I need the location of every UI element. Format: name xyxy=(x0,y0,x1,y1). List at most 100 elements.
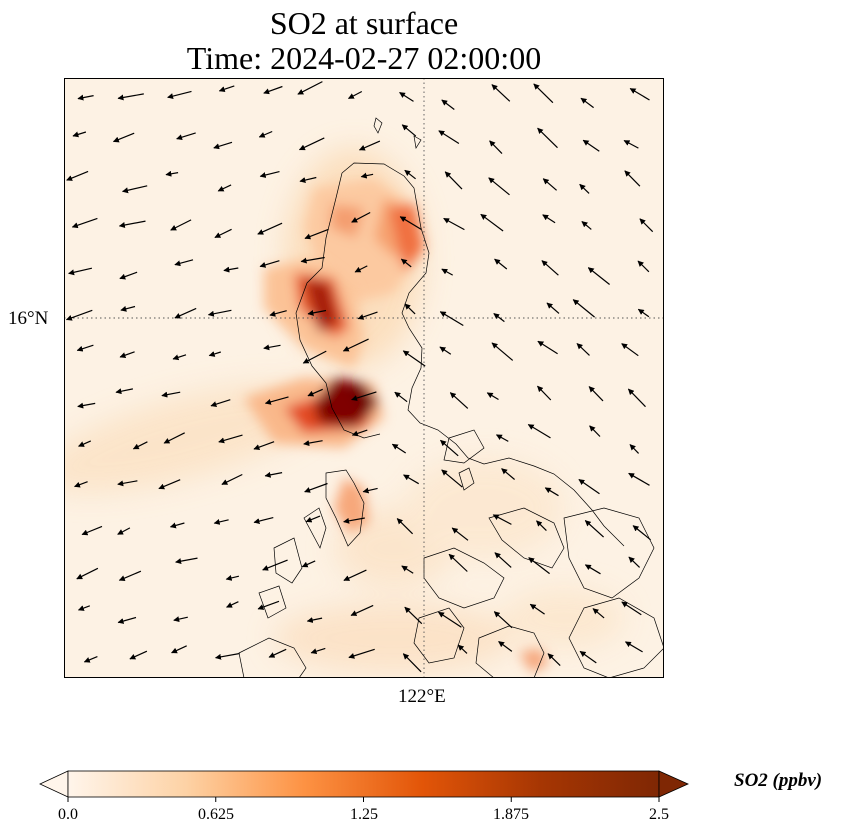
wind-arrow xyxy=(119,351,135,359)
gridlines xyxy=(64,78,664,678)
wind-arrow xyxy=(259,171,280,178)
wind-arrow xyxy=(544,487,559,497)
wind-arrow xyxy=(360,172,374,179)
wind-arrow xyxy=(536,520,547,532)
wind-arrow xyxy=(639,218,654,233)
map-border xyxy=(64,78,664,678)
wind-arrow xyxy=(225,575,240,581)
wind-arrow xyxy=(441,469,463,488)
wind-arrow xyxy=(215,652,240,660)
wind-arrow xyxy=(218,434,243,444)
wind-arrow xyxy=(493,313,505,323)
wind-arrow xyxy=(547,653,561,667)
wind-arrow xyxy=(77,605,91,611)
wind-arrow xyxy=(221,473,243,485)
wind-arrow xyxy=(489,140,503,155)
wind-arrow xyxy=(262,559,288,571)
wind-arrow xyxy=(132,441,148,450)
wind-arrow xyxy=(218,85,235,93)
wind-arrow xyxy=(401,124,417,137)
wind-arrow xyxy=(171,645,187,654)
wind-arrow xyxy=(307,309,327,316)
wind-arrow xyxy=(303,440,323,447)
wind-arrow xyxy=(76,567,99,580)
wind-arrow xyxy=(623,139,639,149)
wind-arrow xyxy=(74,481,88,488)
wind-arrow xyxy=(632,525,651,541)
wind-arrow xyxy=(441,99,455,110)
wind-arrow xyxy=(351,429,368,437)
wind-arrow xyxy=(120,305,136,312)
wind-arrow xyxy=(117,480,138,487)
wind-arrow xyxy=(167,90,192,99)
wind-arrow xyxy=(579,650,597,664)
wind-arrow xyxy=(119,271,138,280)
wind-arrow xyxy=(307,388,323,397)
wind-arrow xyxy=(621,601,642,616)
wind-arrow xyxy=(529,603,545,615)
wind-arrow xyxy=(301,560,316,568)
wind-arrow xyxy=(226,601,239,608)
wind-arrow xyxy=(584,564,601,575)
wind-arrow xyxy=(404,169,416,180)
wind-arrow xyxy=(624,641,643,653)
wind-vectors xyxy=(65,81,654,673)
wind-arrow xyxy=(65,309,93,321)
wind-arrow xyxy=(161,391,181,398)
wind-arrow xyxy=(403,474,420,485)
wind-arrow xyxy=(348,648,375,659)
wind-arrow xyxy=(129,650,148,660)
colorbar xyxy=(39,770,689,802)
wind-arrow xyxy=(457,644,468,654)
wind-arrow xyxy=(488,177,510,196)
wind-arrow xyxy=(443,217,465,231)
wind-arrow xyxy=(347,90,363,100)
wind-arrow xyxy=(579,183,590,194)
wind-arrow xyxy=(306,617,323,623)
wind-arrow xyxy=(217,184,232,192)
wind-arrow xyxy=(541,260,559,276)
wind-arrow xyxy=(350,604,374,616)
wind-arrow xyxy=(76,344,94,352)
wind-arrow xyxy=(304,228,329,240)
wind-arrow xyxy=(175,557,198,565)
wind-arrow xyxy=(578,479,600,495)
wind-arrow xyxy=(269,310,287,317)
colorbar-tick-label: 2.5 xyxy=(649,806,669,823)
wind-arrow xyxy=(628,556,641,568)
wind-arrow xyxy=(342,338,369,352)
wind-arrow xyxy=(118,220,146,228)
wind-arrow xyxy=(263,85,283,95)
wind-arrow xyxy=(627,388,646,408)
so2-plume-north xyxy=(304,178,424,303)
wind-arrow xyxy=(343,569,367,581)
wind-arrow xyxy=(257,600,280,610)
wind-arrow xyxy=(480,213,504,232)
wind-arrow xyxy=(354,265,368,273)
colorbar-tick-label: 0.625 xyxy=(198,806,234,823)
wind-arrow xyxy=(624,170,641,187)
wind-arrow xyxy=(533,83,554,104)
wind-arrow xyxy=(264,396,289,405)
wind-arrow xyxy=(491,342,514,361)
wind-arrow xyxy=(449,392,469,409)
wind-arrow xyxy=(629,444,640,454)
wind-arrow xyxy=(158,479,181,490)
wind-arrow xyxy=(258,130,273,138)
wind-arrow xyxy=(588,386,604,402)
wind-arrow xyxy=(298,137,325,151)
wind-arrow xyxy=(494,552,512,568)
wind-arrow xyxy=(527,423,551,439)
wind-arrow xyxy=(438,130,460,145)
wind-arrow xyxy=(448,553,468,572)
wind-arrow xyxy=(584,520,605,538)
wind-arrow xyxy=(210,399,231,408)
so2-map xyxy=(64,78,664,678)
wind-arrow xyxy=(399,91,414,102)
wind-arrow xyxy=(492,514,512,525)
wind-arrow xyxy=(501,468,515,480)
colorbar-extend-low xyxy=(39,770,69,798)
wind-arrow xyxy=(122,185,148,194)
wind-arrow xyxy=(402,350,426,367)
wind-arrow xyxy=(172,354,187,361)
